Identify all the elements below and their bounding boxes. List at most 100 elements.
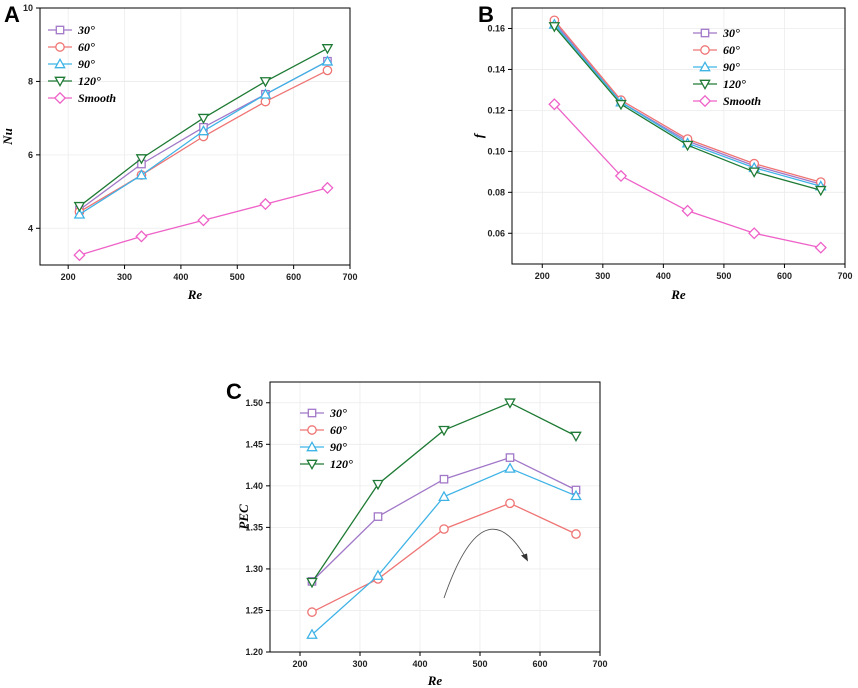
data-point (571, 529, 581, 539)
series-b-3 (548, 22, 827, 197)
x-tick-label: 700 (837, 271, 852, 281)
y-axis-title-c: PEC (236, 504, 251, 530)
legend-marker (54, 76, 66, 88)
y-axis-title-a: Nu (0, 128, 15, 146)
legend-marker (55, 42, 65, 52)
y-tick-label: 8 (28, 76, 33, 86)
series-a-4 (73, 181, 334, 262)
data-point (814, 185, 827, 197)
data-point (372, 569, 384, 580)
panel-letter-c: C (226, 379, 242, 404)
data-point (570, 431, 582, 443)
data-point (548, 98, 561, 111)
data-point (321, 55, 334, 66)
data-point (73, 248, 86, 262)
y-tick-label: 1.50 (245, 398, 263, 408)
x-tick-label: 700 (342, 272, 357, 282)
data-point (260, 96, 271, 107)
series-c-3 (306, 398, 582, 589)
data-point (814, 241, 827, 254)
x-tick-label: 200 (292, 659, 307, 669)
chart-panel-a: A 200 300 400 500 600 700 4 6 8 10 Re Nu 30° 60° 90° 120… (0, 2, 358, 302)
y-tick-label: 6 (28, 150, 33, 160)
x-tick-label: 200 (61, 272, 76, 282)
legend-label: 60° (330, 423, 347, 437)
x-tick-label: 500 (230, 272, 245, 282)
data-point (307, 607, 317, 617)
legend-label: Smooth (723, 94, 761, 108)
data-point (135, 154, 148, 165)
y-tick-label: 0.10 (487, 146, 505, 156)
series-b-1 (549, 15, 826, 187)
legend-label: 120° (330, 457, 353, 471)
legend-label: Smooth (78, 91, 116, 105)
legend-marker (307, 425, 317, 435)
x-axis-title-c: Re (427, 673, 443, 688)
x-tick-label: 200 (535, 271, 550, 281)
data-point (372, 479, 384, 491)
data-point (681, 204, 694, 217)
data-point (197, 113, 210, 125)
y-tick-label: 0.08 (487, 187, 505, 197)
plot-frame-b (511, 7, 846, 265)
series-line (553, 21, 821, 185)
y-tick-label: 1.35 (245, 522, 263, 532)
data-point (321, 181, 334, 195)
legend-a: 30° 60° 90° 120° Smooth (48, 23, 116, 105)
x-tick-label: 500 (716, 271, 731, 281)
x-tick-label: 300 (117, 272, 132, 282)
legend-label: 30° (722, 26, 740, 40)
legend-marker (700, 28, 710, 38)
data-point (548, 22, 561, 33)
series-line (553, 103, 821, 249)
legend-label: 60° (723, 43, 740, 57)
y-tick-label: 1.30 (245, 564, 263, 574)
legend-c: 30° 60° 90° 120° (300, 406, 353, 471)
legend-label: 60° (78, 40, 95, 54)
x-tick-label: 500 (472, 659, 487, 669)
x-tick-label: 600 (286, 272, 301, 282)
data-point (73, 208, 86, 219)
data-point (306, 577, 318, 589)
x-tick-label: 600 (532, 659, 547, 669)
legend-label: 30° (329, 406, 347, 420)
data-point (373, 512, 383, 521)
legend-marker (307, 408, 317, 418)
arrow-head-icon (521, 553, 528, 562)
x-tick-label: 300 (352, 659, 367, 669)
data-point (197, 214, 210, 227)
series-b-4 (548, 98, 827, 254)
y-tick-label: 10 (23, 3, 33, 13)
y-tick-label: 0.14 (487, 64, 505, 74)
legend-label: 120° (723, 77, 746, 91)
chart-panel-b: B 200 300 400 500 600 700 0.06 0.08 0.10 0.12 0.14 0… (471, 2, 853, 302)
series-line (311, 502, 577, 613)
series-a-3 (73, 44, 334, 213)
legend-label: 90° (330, 440, 347, 454)
legend-marker (698, 94, 712, 108)
legend-b: 30° 60° 90° 120° Smooth (693, 26, 761, 108)
data-point (197, 124, 210, 136)
data-point (505, 453, 515, 462)
legend-marker (699, 79, 711, 91)
series-a-1 (74, 65, 333, 217)
y-axis-title-b: f (471, 132, 486, 138)
y-tick-label: 1.20 (245, 647, 263, 657)
data-point (322, 65, 333, 76)
data-point (259, 197, 272, 211)
legend-label: 30° (77, 23, 95, 37)
series-c-2 (306, 462, 582, 639)
data-point (135, 230, 148, 243)
series-c-0 (307, 453, 581, 586)
data-point (135, 169, 148, 180)
legend-marker (53, 91, 67, 105)
data-point (504, 398, 516, 409)
data-point (438, 425, 450, 437)
data-point (321, 44, 334, 55)
y-tick-label: 1.45 (245, 439, 263, 449)
x-tick-label: 700 (592, 659, 607, 669)
legend-marker (699, 60, 711, 72)
legend-marker (306, 440, 318, 452)
legend-marker (700, 45, 710, 55)
